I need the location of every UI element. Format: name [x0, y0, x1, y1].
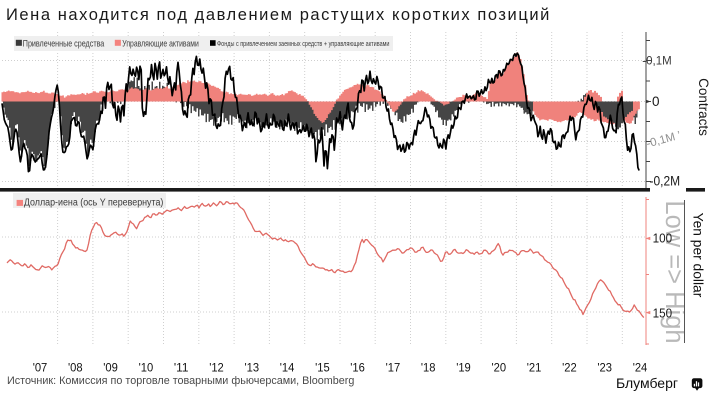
svg-text:'15: '15: [315, 363, 330, 375]
svg-text:Доллар-иена (ось Y перевернута: Доллар-иена (ось Y перевернута): [24, 198, 164, 209]
svg-text:Управляющие активами: Управляющие активами: [122, 37, 199, 48]
svg-text:'16: '16: [350, 363, 365, 375]
svg-text:'09: '09: [103, 363, 118, 375]
svg-text:Contracts: Contracts: [696, 78, 711, 136]
svg-text:'14: '14: [280, 363, 295, 375]
svg-text:Low => High: Low => High: [660, 200, 688, 343]
svg-text:'20: '20: [492, 363, 507, 375]
svg-text:'17: '17: [386, 363, 401, 375]
svg-text:100: 100: [653, 231, 673, 246]
svg-text:'11: '11: [174, 363, 189, 375]
svg-text:'21: '21: [527, 363, 542, 375]
svg-text:'22: '22: [562, 363, 577, 375]
svg-text:Фонды с привлечением заемных с: Фонды с привлечением заемных средств + у…: [217, 40, 390, 48]
svg-text:'12: '12: [209, 363, 224, 375]
svg-text:'23: '23: [597, 363, 612, 375]
svg-text:'10: '10: [139, 363, 154, 375]
svg-text:'13: '13: [245, 363, 260, 375]
svg-text:Привлеченные средства: Привлеченные средства: [23, 37, 105, 48]
svg-text:150: 150: [653, 305, 673, 320]
svg-text:-0,1M ’: -0,1M ’: [645, 130, 682, 151]
svg-text:'24: '24: [633, 363, 648, 375]
svg-text:'19: '19: [456, 363, 471, 375]
svg-text:-0,2M: -0,2M: [650, 173, 681, 188]
svg-text:'18: '18: [421, 363, 436, 375]
svg-text:0: 0: [652, 94, 660, 109]
svg-text:-0,1M: -0,1M: [642, 56, 671, 68]
svg-text:Yen per dollar: Yen per dollar: [691, 213, 706, 298]
svg-text:'08: '08: [68, 363, 83, 375]
svg-text:'07: '07: [33, 363, 48, 375]
